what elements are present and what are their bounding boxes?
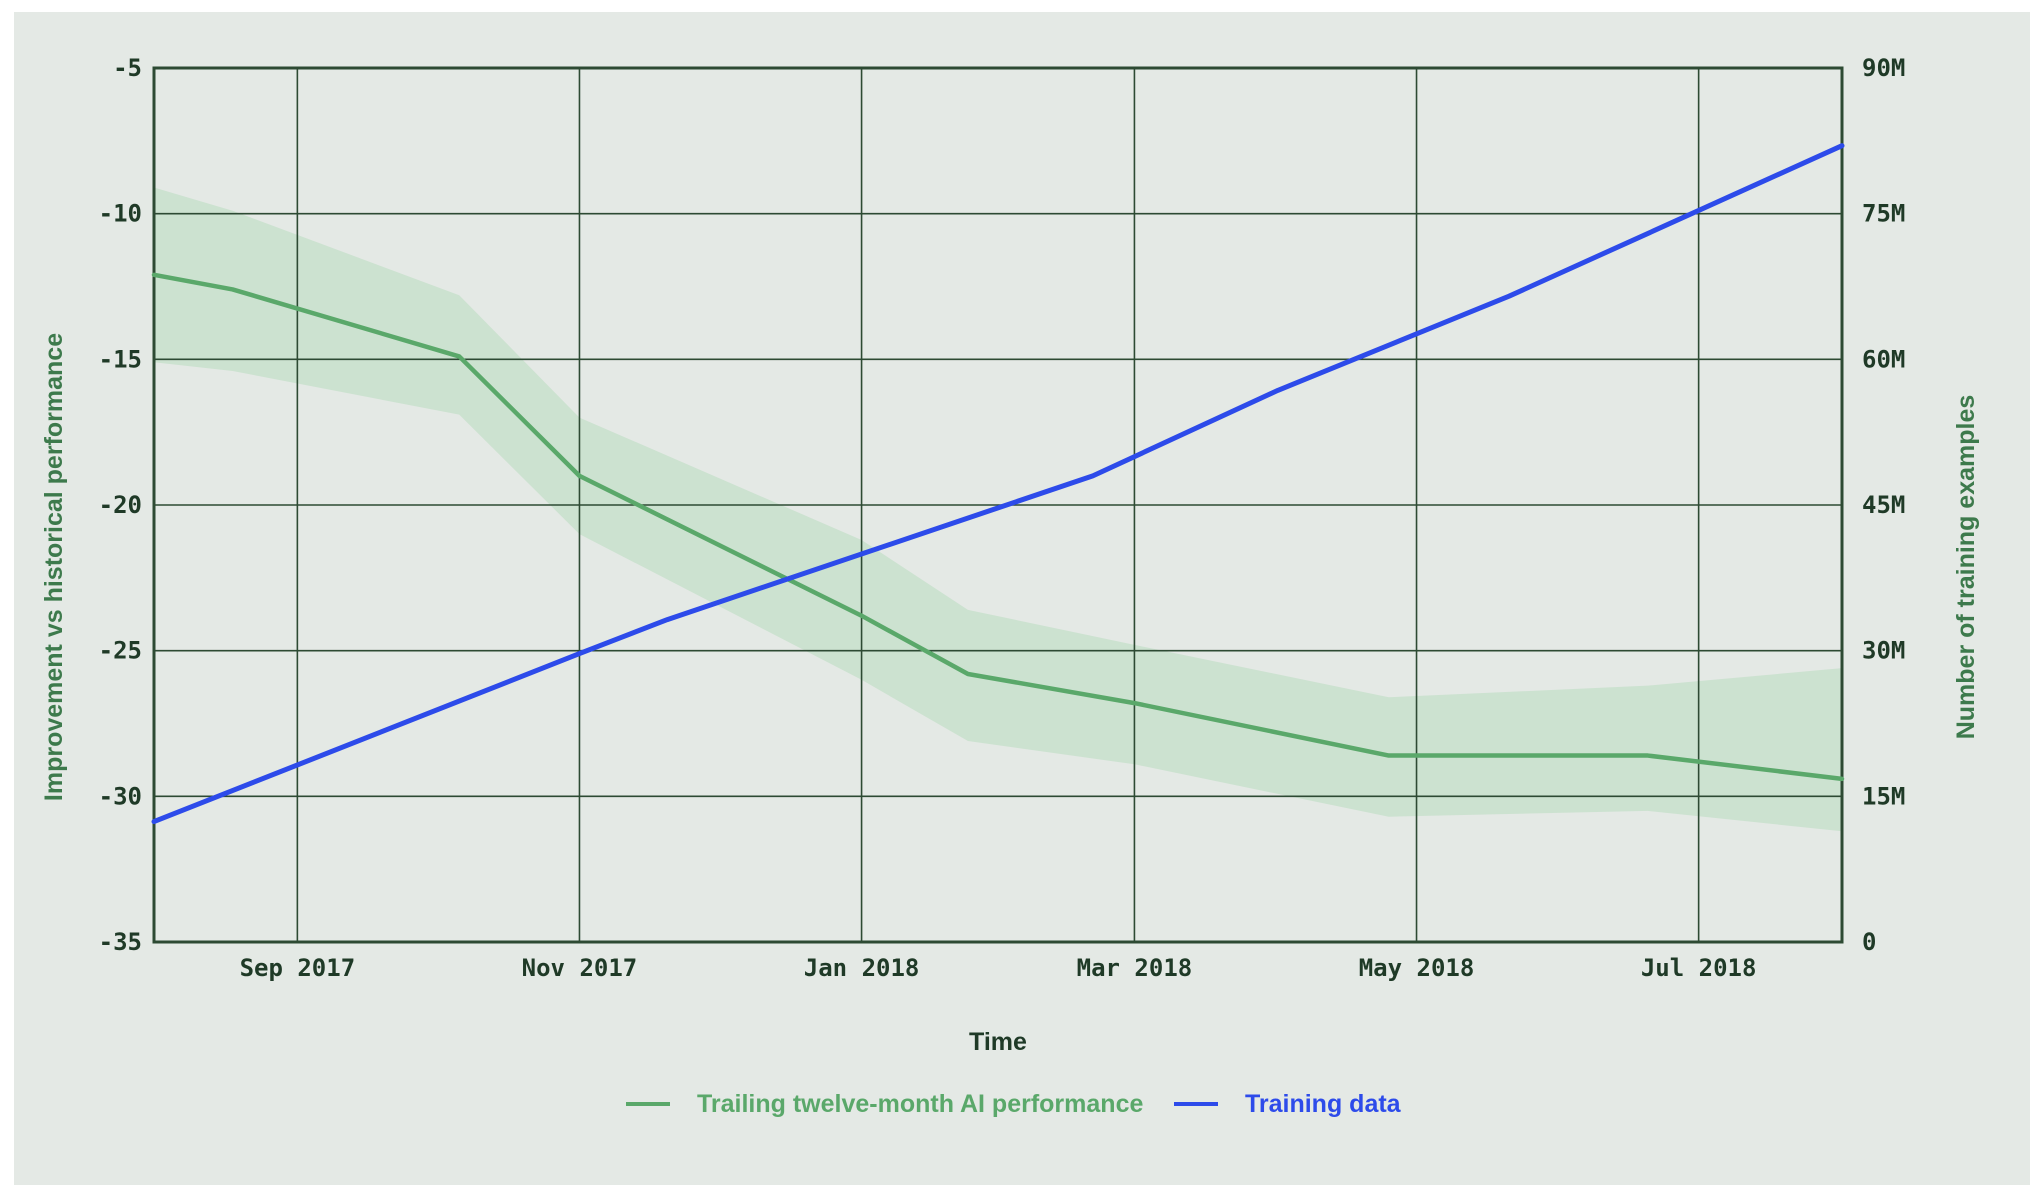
chart-figure: -5 90M -10 75M -15 60M -20 45M -25 30M -30 15M -35 0 S…	[14, 12, 2030, 1185]
legend-label-performance: Trailing twelve-month AI performance	[697, 1090, 1143, 1118]
y-left-tick-label: -25	[99, 637, 142, 665]
x-tick-label: Jul 2018	[1641, 954, 1757, 982]
y-right-tick-label: 45M	[1862, 491, 1905, 519]
x-tick-label: Mar 2018	[1077, 954, 1193, 982]
y-left-tick-label: -30	[99, 782, 142, 810]
gridlines-layer	[152, 66, 1844, 944]
y-left-tick-label: -15	[99, 345, 142, 373]
y-right-tick-label: 75M	[1862, 200, 1905, 228]
x-axis-title: Time	[969, 1028, 1027, 1056]
x-tick-label: Jan 2018	[804, 954, 920, 982]
x-tick-label: Sep 2017	[240, 954, 356, 982]
x-tick-label: May 2018	[1359, 954, 1475, 982]
series-line-performance	[151, 272, 1845, 782]
y-left-tick-label: -10	[99, 200, 142, 228]
y-left-tick-label: -35	[99, 928, 142, 956]
y-right-tick-label: 60M	[1862, 345, 1905, 373]
y-left-tick-label: -20	[99, 491, 142, 519]
y-right-tick-label: 15M	[1862, 782, 1905, 810]
series-lines-layer	[151, 143, 1845, 825]
y-axis-left-title: Improvement vs historical performance	[40, 333, 68, 801]
confidence-band-layer	[154, 187, 1842, 832]
chart-svg: -5 90M -10 75M -15 60M -20 45M -25 30M -30 15M -35 0 S…	[40, 54, 1980, 1118]
legend-label-training-data: Training data	[1245, 1090, 1402, 1118]
y-right-tick-label: 90M	[1862, 54, 1905, 82]
series-line-training-data	[151, 143, 1845, 825]
y-axis-right-title: Number of training examples	[1952, 395, 1980, 740]
y-left-tick-label: -5	[113, 54, 142, 82]
confidence-band	[154, 187, 1842, 832]
x-tick-label: Nov 2017	[522, 954, 638, 982]
plot-frame	[152, 66, 1844, 944]
y-right-tick-label: 30M	[1862, 637, 1905, 665]
legend: Trailing twelve-month AI performance Tra…	[626, 1090, 1402, 1118]
y-right-tick-label: 0	[1862, 928, 1876, 956]
tick-labels-layer: -5 90M -10 75M -15 60M -20 45M -25 30M -30 15M -35 0 S…	[99, 54, 1906, 982]
